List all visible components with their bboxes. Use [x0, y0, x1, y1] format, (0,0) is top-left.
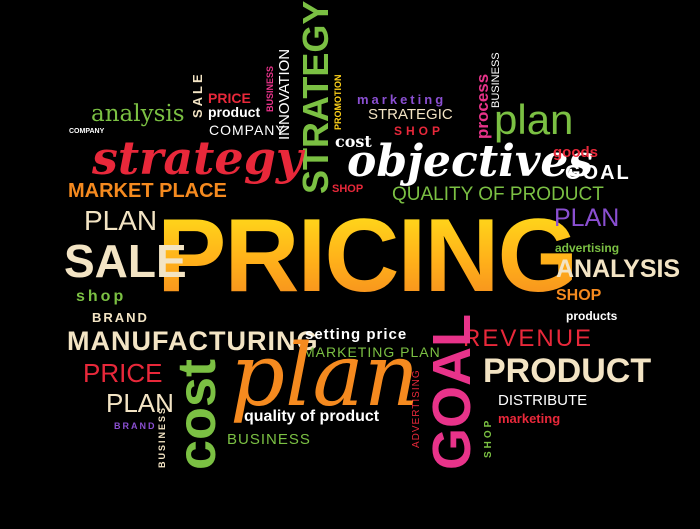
- word-shop-left: shop: [76, 288, 127, 305]
- word-plan-top-right: plan: [494, 96, 574, 143]
- word-products: products: [566, 309, 618, 323]
- word-shop-small: SHOP: [332, 183, 364, 195]
- word-objectives: objectives: [347, 136, 594, 187]
- word-advertising-right: advertising: [555, 241, 620, 255]
- word-marketing-right: marketing: [498, 411, 561, 426]
- word-business-top-vertical: BUSINESS: [265, 65, 275, 112]
- word-marketing-top: marketing: [357, 92, 447, 107]
- word-product-top: product: [208, 104, 261, 120]
- word-manufacturing: MANUFACTURING: [67, 326, 319, 356]
- word-product-right: PRODUCT: [483, 352, 652, 390]
- word-cost-small: cost: [335, 132, 372, 151]
- word-shop-top: SHOP: [394, 124, 445, 138]
- word-company: COMPANY: [209, 122, 286, 138]
- word-setting-price: setting price: [305, 326, 408, 343]
- word-analysis: analysis: [91, 101, 185, 127]
- word-shop-vertical: SHOP: [483, 417, 494, 458]
- word-business-bottom-vertical: BUSINESS: [157, 405, 167, 468]
- word-cost-vertical: cost: [167, 358, 227, 470]
- word-quality-of-product-caps: QUALITY OF PRODUCT: [392, 184, 604, 205]
- word-goods: goods: [553, 144, 598, 161]
- word-goal-vertical: GOAL: [422, 314, 482, 470]
- word-price-left: PRICE: [83, 358, 163, 388]
- word-revenue: REVENUE: [463, 325, 594, 352]
- word-quality-of-product: quality of product: [244, 408, 380, 425]
- word-innovation: INNOVATION: [276, 48, 293, 140]
- word-business-bottom: BUSINESS: [227, 431, 311, 448]
- word-marketing-plan: MARKETING PLAN: [303, 344, 441, 360]
- word-company-small: COMPANY: [69, 128, 105, 135]
- word-process: process: [473, 73, 492, 139]
- word-pricing: PRICING: [157, 198, 578, 314]
- word-advertising-vertical: ADVERTISING: [411, 369, 422, 448]
- word-shop-right: SHOP: [556, 287, 602, 304]
- word-distribute: DISTRIBUTE: [498, 392, 588, 409]
- word-plan-big: plan: [230, 326, 420, 426]
- word-analysis-right: ANALYSIS: [556, 255, 681, 283]
- word-brand-left: BRAND: [92, 310, 149, 325]
- word-goal-right: GOAL: [565, 162, 631, 184]
- word-market-place: MARKET PLACE: [68, 180, 227, 202]
- word-strategy-vertical: STRATEGY: [295, 0, 336, 194]
- word-strategic: STRATEGIC: [368, 106, 453, 123]
- word-plan-lower-left: PLAN: [106, 388, 174, 418]
- word-sale: SALE: [64, 235, 187, 287]
- word-sale-vertical: SALE: [190, 71, 205, 118]
- word-brand-small: BRAND: [114, 421, 157, 431]
- word-promotion: PROMOTION: [333, 74, 343, 131]
- word-price-top: PRICE: [208, 90, 251, 106]
- word-plan-right-small: PLAN: [554, 204, 620, 232]
- word-plan-left: PLAN: [84, 205, 158, 236]
- word-strategy-script: strategy: [92, 131, 303, 185]
